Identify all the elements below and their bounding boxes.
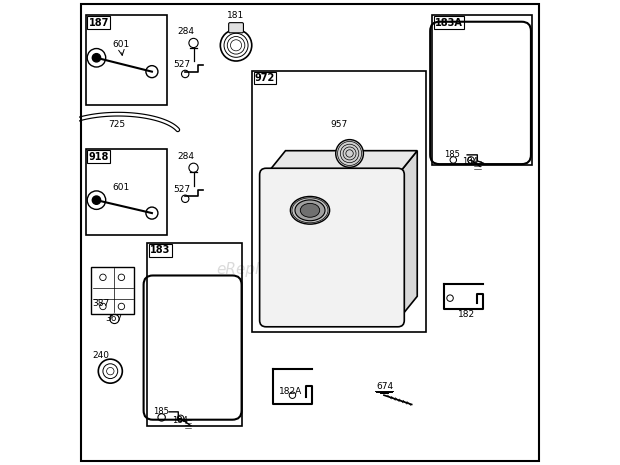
- Circle shape: [92, 53, 100, 62]
- Text: 527: 527: [174, 60, 190, 69]
- Text: 181: 181: [228, 11, 245, 20]
- Text: eReplacementParts.com: eReplacementParts.com: [216, 262, 404, 277]
- Text: 601: 601: [113, 183, 130, 192]
- Text: 674: 674: [376, 382, 394, 391]
- FancyBboxPatch shape: [260, 168, 404, 327]
- Ellipse shape: [290, 196, 330, 224]
- Text: 183: 183: [150, 246, 170, 255]
- Text: 185: 185: [445, 150, 460, 159]
- Text: 725: 725: [108, 120, 125, 129]
- Text: 185: 185: [153, 407, 169, 416]
- Text: 972: 972: [255, 73, 275, 83]
- Text: 183A: 183A: [435, 18, 463, 27]
- Text: 957: 957: [330, 120, 347, 129]
- Text: 182A: 182A: [279, 387, 302, 396]
- Text: 918: 918: [89, 152, 109, 162]
- Circle shape: [335, 140, 363, 167]
- Text: 284: 284: [177, 27, 195, 36]
- Circle shape: [92, 196, 100, 204]
- Polygon shape: [266, 151, 417, 175]
- Text: 527: 527: [174, 185, 190, 194]
- Text: 184: 184: [172, 416, 188, 425]
- Text: 367: 367: [105, 314, 122, 323]
- Text: 184: 184: [463, 157, 478, 166]
- Text: 387: 387: [92, 299, 110, 308]
- Text: 182: 182: [458, 310, 475, 319]
- Text: 240: 240: [92, 351, 110, 360]
- FancyBboxPatch shape: [229, 23, 244, 33]
- Text: 601: 601: [113, 40, 130, 49]
- Text: 187: 187: [89, 18, 109, 27]
- Polygon shape: [398, 151, 417, 320]
- Ellipse shape: [300, 203, 320, 217]
- Ellipse shape: [295, 200, 325, 221]
- Text: 284: 284: [177, 152, 195, 160]
